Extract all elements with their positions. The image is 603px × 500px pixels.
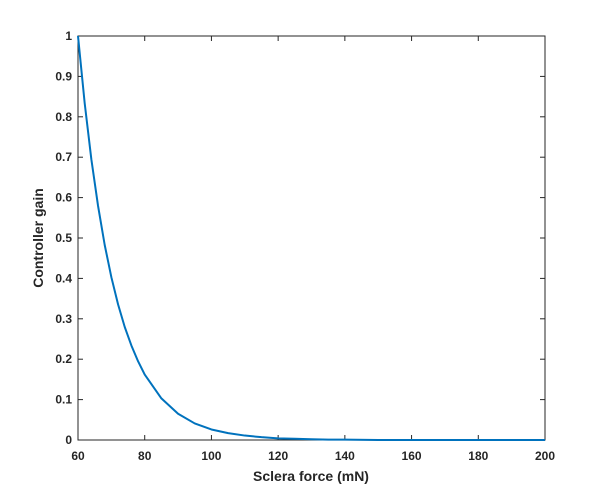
x-axis-label: Sclera force (mN) — [253, 468, 369, 484]
x-tick-label: 140 — [335, 449, 355, 463]
x-tick-label: 60 — [71, 449, 85, 463]
y-tick-label: 0.7 — [55, 150, 72, 164]
y-tick-label: 0.8 — [55, 110, 72, 124]
y-tick-label: 0 — [65, 433, 72, 447]
x-tick-label: 200 — [535, 449, 555, 463]
y-tick-label: 0.3 — [55, 312, 72, 326]
y-tick-label: 1 — [65, 29, 72, 43]
data-line — [77, 35, 545, 441]
y-tick-label: 0.6 — [55, 191, 72, 205]
y-tick-label: 0.5 — [55, 231, 72, 245]
y-tick-label: 0.4 — [55, 271, 72, 285]
axes-box — [77, 35, 546, 441]
y-tick-label: 0.9 — [55, 69, 72, 83]
x-tick-label: 160 — [402, 449, 422, 463]
y-tick-label: 0.2 — [55, 352, 72, 366]
x-tick-label: 120 — [268, 449, 288, 463]
y-tick-label: 0.1 — [55, 393, 72, 407]
x-tick-label: 180 — [468, 449, 488, 463]
x-tick-label: 80 — [138, 449, 152, 463]
x-tick-label: 100 — [201, 449, 221, 463]
y-axis-label: Controller gain — [30, 188, 46, 288]
